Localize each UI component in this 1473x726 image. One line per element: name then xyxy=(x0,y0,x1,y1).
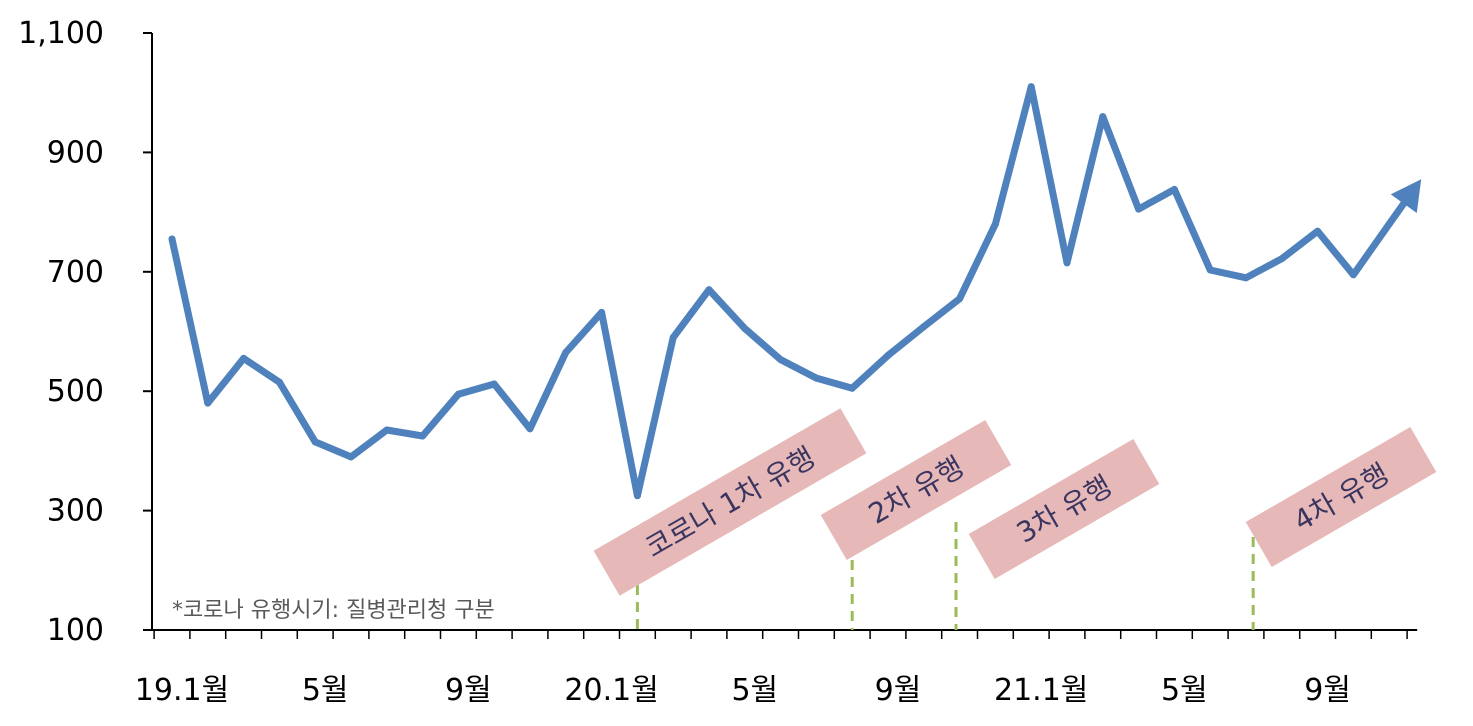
x-tick-label: 9월 xyxy=(1304,673,1351,708)
data-point xyxy=(383,426,391,434)
trend-arrow-head xyxy=(1390,179,1422,213)
data-point xyxy=(347,453,355,461)
data-point xyxy=(1278,255,1286,263)
y-tick-label: 100 xyxy=(47,613,104,648)
wave-box xyxy=(820,419,1012,561)
data-point xyxy=(920,323,928,331)
wave-annotations: 코로나 1차 유행 2차 유행 3차 유행 4차 유행 xyxy=(593,408,1437,630)
data-point xyxy=(1063,259,1071,267)
wave-box xyxy=(593,408,867,596)
data-point xyxy=(1027,83,1035,91)
axes: 100 300 500 700 900 1,100 19.1월 5월 9월 20.1월 5월 9월 21… xyxy=(18,16,1418,708)
data-point xyxy=(240,354,248,362)
data-point xyxy=(454,390,462,398)
x-tick-label: 19.1월 xyxy=(135,673,229,708)
wave-label: 코로나 1차 유행 xyxy=(640,441,821,565)
data-point xyxy=(311,438,319,446)
data-point xyxy=(669,333,677,341)
source-note: *코로나 유행시기: 질병관리청 구분 xyxy=(172,598,495,623)
wave-box xyxy=(1245,426,1437,568)
x-tick-label: 5월 xyxy=(302,673,349,708)
data-point xyxy=(275,378,283,386)
wave-label-box: 4차 유행 xyxy=(1245,426,1437,568)
data-point xyxy=(1314,227,1322,235)
data-point xyxy=(884,351,892,359)
data-point xyxy=(1170,185,1178,193)
data-point xyxy=(1099,113,1107,121)
wave-box xyxy=(968,438,1160,580)
data-point xyxy=(598,308,606,316)
x-tick-label: 9월 xyxy=(875,673,922,708)
y-tick-label: 900 xyxy=(47,135,104,170)
data-point xyxy=(1206,266,1214,274)
y-tick-label: 300 xyxy=(47,494,104,529)
x-tick-label: 5월 xyxy=(1161,673,1208,708)
x-tick-label: 20.1월 xyxy=(564,673,658,708)
wave-label-box: 코로나 1차 유행 xyxy=(593,408,867,596)
data-point xyxy=(204,399,212,407)
data-point xyxy=(741,325,749,333)
data-point xyxy=(633,492,641,500)
series-line xyxy=(168,83,1393,500)
x-tick-label: 21.1월 xyxy=(994,673,1088,708)
data-point xyxy=(1242,274,1250,282)
data-point xyxy=(991,220,999,228)
x-tick-label: 9월 xyxy=(445,673,492,708)
y-tick-label: 1,100 xyxy=(18,16,104,51)
data-point xyxy=(848,384,856,392)
data-point xyxy=(956,295,964,303)
data-point xyxy=(1135,205,1143,213)
series-layer xyxy=(168,83,1422,500)
y-tick-label: 700 xyxy=(47,255,104,290)
data-point xyxy=(490,380,498,388)
data-point xyxy=(168,235,176,243)
data-point xyxy=(705,286,713,294)
data-point xyxy=(812,374,820,382)
data-point xyxy=(562,348,570,356)
x-tick-label: 5월 xyxy=(731,673,778,708)
data-point xyxy=(526,425,534,433)
data-point xyxy=(419,432,427,440)
data-point xyxy=(1349,271,1357,279)
y-tick-label: 500 xyxy=(47,374,104,409)
data-point xyxy=(777,356,785,364)
wave-annotation: 4차 유행 xyxy=(1245,426,1437,630)
